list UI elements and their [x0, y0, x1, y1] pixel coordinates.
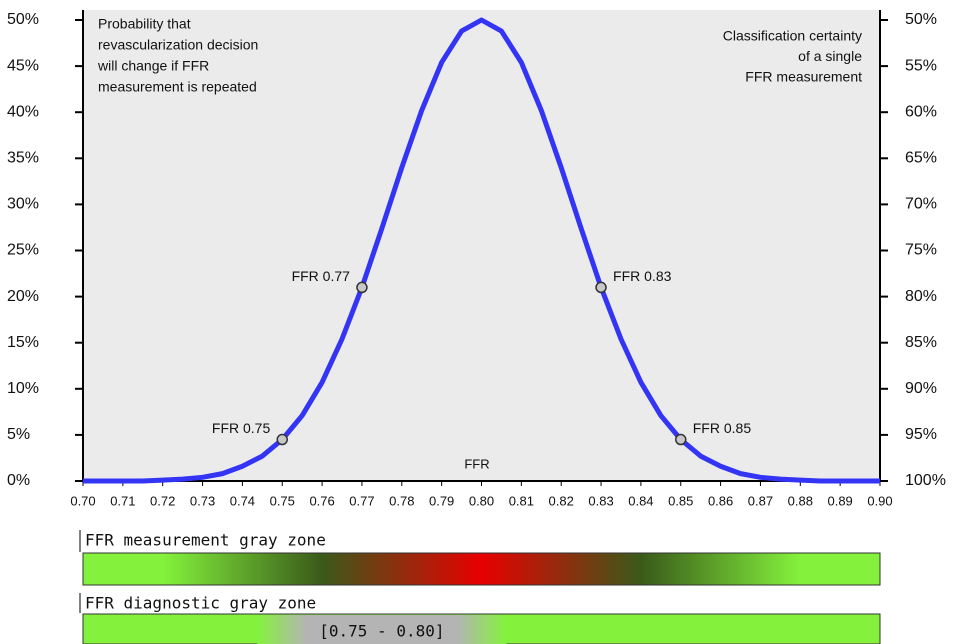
range-label: [0.75 - 0.80]: [319, 622, 444, 641]
y-tick-label: 0%: [7, 472, 30, 489]
x-tick-label: 0.79: [429, 493, 454, 508]
y2-tick-label: 55%: [905, 57, 937, 74]
x-tick-label: 0.86: [708, 493, 733, 508]
zone-label: FFR diagnostic gray zone: [85, 594, 316, 613]
y2-tick-label: 100%: [905, 472, 946, 489]
x-tick-label: 0.83: [588, 493, 613, 508]
y2-tick-label: 70%: [905, 196, 937, 213]
y2-tick-label: 85%: [905, 334, 937, 351]
point-label: FFR 0.77: [292, 268, 351, 284]
y-tick-label: 40%: [7, 103, 39, 120]
point-label: FFR 0.85: [693, 420, 752, 436]
y-tick-label: 20%: [7, 288, 39, 305]
annotation: measurement is repeated: [98, 79, 257, 95]
measurement-zone-bar: [82, 552, 881, 586]
x-tick-label: 0.80: [469, 493, 494, 508]
point: [356, 281, 368, 294]
annotation: Classification certainty: [723, 28, 862, 44]
x-tick-label: 0.72: [150, 493, 175, 508]
x-tick-label: 0.89: [827, 493, 852, 508]
x-tick-label: 0.73: [190, 493, 215, 508]
x-tick-label: 0.75: [270, 493, 295, 508]
y-tick-label: 30%: [7, 196, 39, 213]
x-tick-label: 0.78: [389, 493, 414, 508]
y2-tick-label: 90%: [905, 380, 937, 397]
point: [276, 433, 288, 446]
y-tick-label: 15%: [7, 334, 39, 351]
y2-tick-label: 95%: [905, 426, 937, 443]
zone-label: FFR measurement gray zone: [85, 531, 326, 550]
x-tick-label: 0.70: [70, 493, 95, 508]
y-tick-label: 25%: [7, 242, 39, 259]
annotation: of a single: [798, 48, 862, 64]
y2-tick-label: 80%: [905, 288, 937, 305]
x-tick-label: 0.71: [110, 493, 135, 508]
diagnostic-range: [257, 615, 507, 644]
x-tick-label: 0.74: [230, 493, 255, 508]
x-tick-label: 0.84: [628, 493, 653, 508]
y2-tick-label: 75%: [905, 242, 937, 259]
x-tick-label: 0.90: [867, 493, 892, 508]
y-tick-label: 50%: [7, 11, 39, 28]
x-axis-label: FFR: [464, 456, 489, 471]
x-tick-label: 0.77: [349, 493, 374, 508]
y2-tick-label: 50%: [905, 11, 937, 28]
line: [83, 17, 880, 484]
point-label: FFR 0.83: [613, 268, 672, 284]
y-tick-label: 45%: [7, 57, 39, 74]
annotation: revascularization decision: [98, 37, 258, 53]
y-tick-label: 35%: [7, 150, 39, 167]
annotation: Probability that: [98, 16, 191, 32]
plot-background: [83, 10, 880, 481]
x-tick-label: 0.81: [509, 493, 534, 508]
point: [595, 281, 607, 294]
annotations: Probability that revascularization decisi…: [97, 16, 862, 95]
x-tick-label: 0.87: [748, 493, 773, 508]
x-tick-label: 0.82: [549, 493, 574, 508]
point-label: FFR 0.75: [212, 420, 271, 436]
annotation: FFR measurement: [745, 69, 862, 85]
point: [675, 433, 687, 446]
y2-tick-label: 60%: [905, 103, 937, 120]
x-tick-label: 0.76: [309, 493, 334, 508]
y2-tick-label: 65%: [905, 150, 937, 167]
annotation: will change if FFR: [97, 58, 209, 74]
y-tick-label: 10%: [7, 380, 39, 397]
y-tick-label: 5%: [7, 426, 30, 443]
x-tick-label: 0.88: [788, 493, 813, 508]
x-tick-label: 0.85: [668, 493, 693, 508]
